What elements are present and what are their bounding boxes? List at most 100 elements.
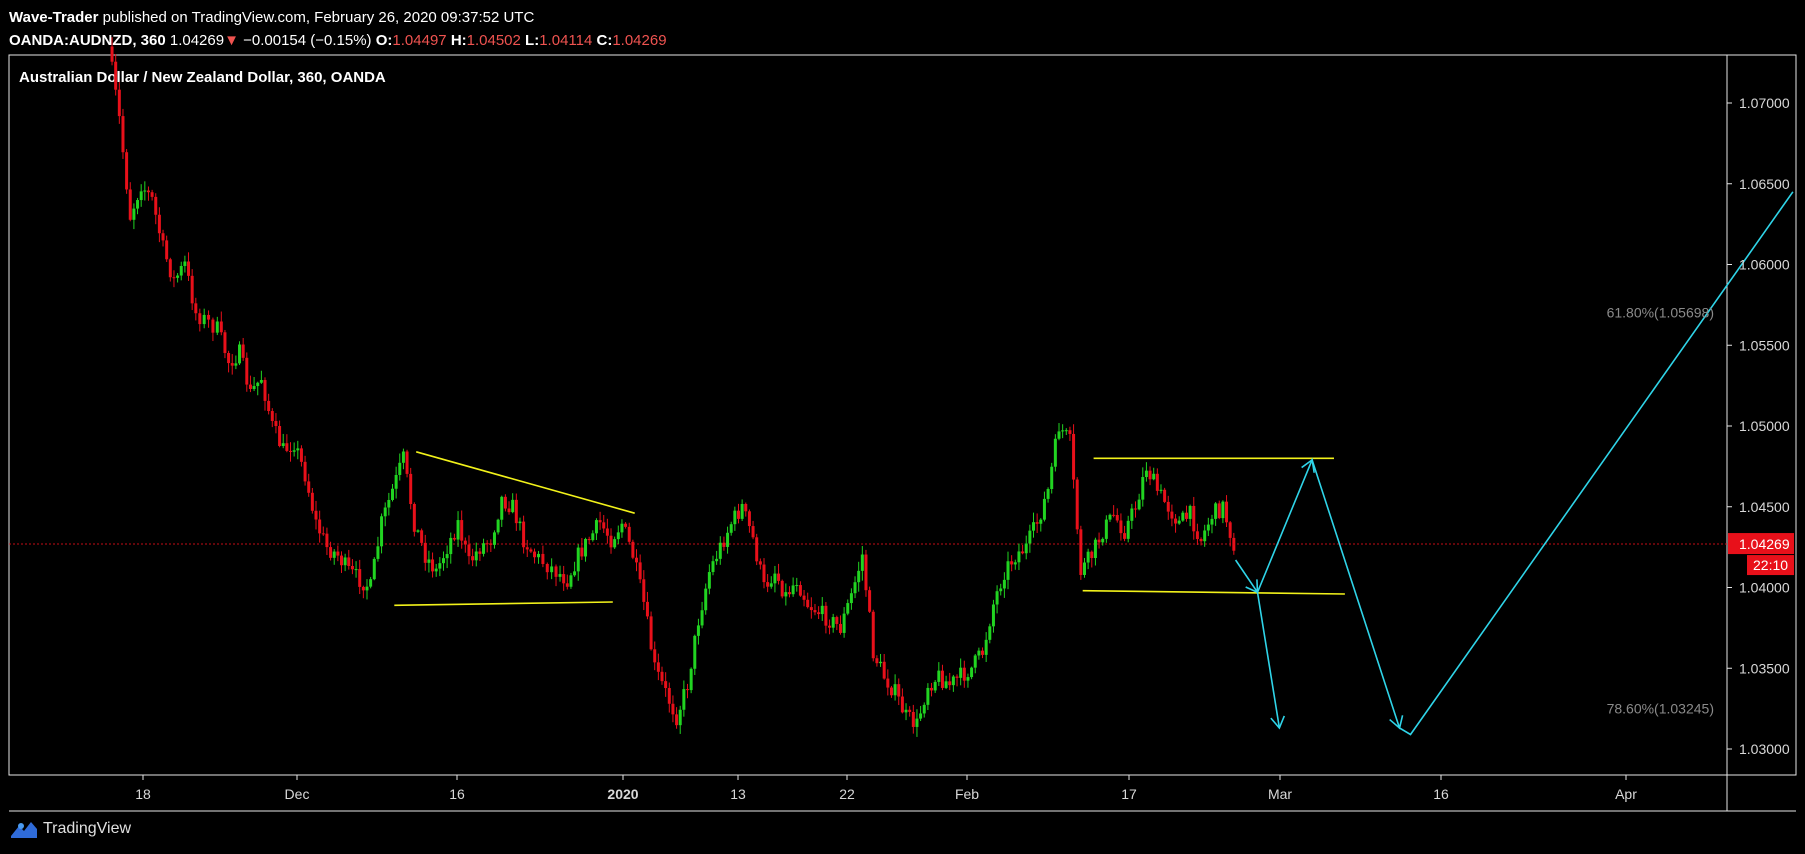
- candle: [802, 595, 806, 600]
- candle: [616, 532, 620, 540]
- candle: [1093, 539, 1097, 558]
- candle: [598, 520, 602, 523]
- candle: [1032, 522, 1036, 531]
- candle: [365, 586, 369, 591]
- candle: [416, 530, 420, 532]
- projection-arrowhead: [1389, 715, 1404, 730]
- candle: [492, 532, 496, 545]
- candle: [1035, 522, 1039, 524]
- drawings: [394, 191, 1794, 736]
- candle: [831, 617, 835, 628]
- time-tick-label: 17: [1121, 786, 1137, 802]
- price-tick-label: 1.04500: [1739, 499, 1790, 515]
- candle: [908, 709, 912, 712]
- candle: [838, 623, 842, 633]
- candle: [645, 601, 649, 617]
- candle: [758, 561, 762, 565]
- candle: [930, 687, 934, 691]
- candle: [420, 530, 424, 543]
- price-tick-label: 1.06000: [1739, 257, 1790, 273]
- candle: [161, 233, 165, 241]
- candle: [139, 191, 143, 201]
- candle: [1137, 499, 1141, 510]
- chart-title: Australian Dollar / New Zealand Dollar, …: [19, 69, 386, 86]
- candle: [1115, 515, 1119, 521]
- candle: [398, 462, 402, 475]
- open-label: O:: [375, 32, 393, 49]
- publisher-name[interactable]: Wave-Trader: [9, 9, 99, 26]
- candle: [875, 658, 879, 664]
- candle: [241, 344, 245, 358]
- candle: [696, 625, 700, 636]
- candle: [281, 443, 285, 447]
- candle: [1221, 501, 1225, 519]
- publisher-text: published on TradingView.com, February 2…: [98, 9, 535, 26]
- candle: [347, 557, 351, 566]
- candle: [1123, 533, 1127, 539]
- candle: [1126, 520, 1130, 539]
- candle: [456, 520, 460, 540]
- candle: [157, 214, 161, 234]
- candle: [889, 687, 893, 696]
- candle: [780, 580, 784, 597]
- candle: [729, 524, 733, 533]
- candle: [1225, 501, 1229, 523]
- candle: [401, 451, 405, 463]
- candle: [944, 681, 948, 688]
- candle: [172, 277, 176, 279]
- candle: [525, 547, 529, 550]
- candle: [686, 689, 690, 691]
- candle: [270, 411, 274, 422]
- candle: [609, 535, 613, 548]
- candle: [332, 551, 336, 558]
- candle: [390, 488, 394, 500]
- candle: [656, 662, 660, 672]
- candle: [842, 613, 846, 633]
- candle: [718, 542, 722, 559]
- candle: [256, 382, 260, 387]
- time-tick-label: Apr: [1615, 786, 1637, 802]
- candle: [970, 667, 974, 678]
- candle: [146, 190, 150, 193]
- chart-header: Wave-Trader published on TradingView.com…: [9, 6, 667, 52]
- candle: [853, 582, 857, 594]
- candle: [383, 507, 387, 517]
- price-tick-label: 1.04000: [1739, 580, 1790, 596]
- ohlc-line: OANDA:AUDNZD, 360 1.04269▼ −0.00154 (−0.…: [9, 29, 667, 52]
- candle: [791, 585, 795, 595]
- candle: [879, 661, 883, 664]
- candle: [252, 386, 256, 389]
- tradingview-logo-icon[interactable]: [9, 818, 39, 840]
- close-label: C:: [596, 32, 613, 49]
- candle: [234, 363, 238, 366]
- candle: [798, 585, 802, 596]
- candle: [820, 605, 824, 615]
- candle: [285, 443, 289, 451]
- candle: [321, 533, 325, 535]
- candle: [1021, 551, 1025, 554]
- candle: [1097, 539, 1101, 543]
- candle: [245, 357, 249, 385]
- candle: [202, 314, 206, 325]
- time-axis[interactable]: 18 Dec 16 2020 13 22 Feb 17 Mar 16 Apr: [135, 775, 1637, 802]
- candle: [471, 556, 475, 561]
- candle: [591, 533, 595, 541]
- candle: [452, 537, 456, 540]
- candle: [835, 617, 839, 624]
- candle: [558, 574, 562, 577]
- candle: [518, 521, 522, 524]
- tradingview-brand[interactable]: TradingView: [43, 820, 132, 837]
- triangle-lower-trendline: [394, 601, 613, 607]
- candle: [1024, 543, 1028, 554]
- symbol[interactable]: OANDA:AUDNZD, 360: [9, 32, 166, 49]
- candle: [482, 543, 486, 554]
- candle: [897, 684, 901, 697]
- candle: [660, 671, 664, 682]
- candle: [849, 593, 853, 604]
- candle: [165, 240, 169, 260]
- candle: [438, 563, 442, 569]
- candle: [496, 519, 500, 533]
- candle: [514, 499, 518, 524]
- price-axis[interactable]: 1.07000 1.06500 1.06000 1.05500 1.05000 1.045…: [1727, 95, 1794, 757]
